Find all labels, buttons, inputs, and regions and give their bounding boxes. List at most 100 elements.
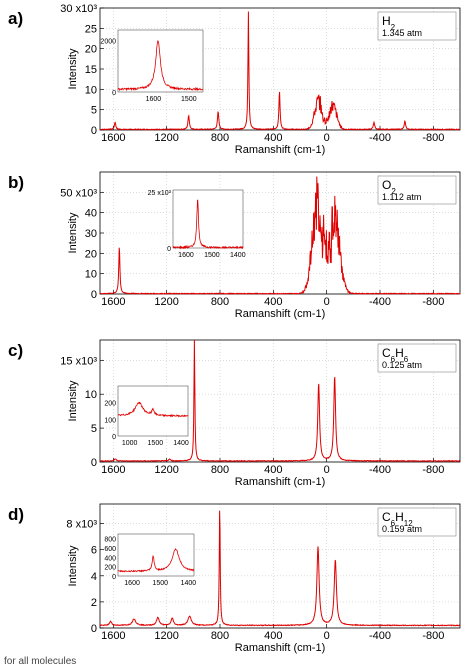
inset-plot: 1600 1500 0 2000 bbox=[100, 29, 204, 103]
inset-x-tick-label: 1400 bbox=[181, 580, 197, 587]
x-tick-label: 800 bbox=[211, 132, 229, 144]
inset-x-tick-label: 1500 bbox=[148, 440, 164, 447]
x-tick-label: 1200 bbox=[154, 296, 178, 308]
species-label-box bbox=[377, 507, 457, 537]
spectrum-line bbox=[99, 11, 461, 131]
inset-y-tick-label: 0 bbox=[112, 574, 116, 581]
x-tick-label: -800 bbox=[422, 296, 444, 308]
inset-spectrum-line bbox=[117, 548, 195, 573]
x-tick-label: -800 bbox=[422, 630, 444, 642]
y-tick-label: 5 bbox=[91, 105, 97, 117]
inset-x-tick-label: 1500 bbox=[152, 580, 168, 587]
y-tick-label: 30 x10³ bbox=[60, 3, 97, 15]
y-axis-title: Intensity bbox=[67, 48, 79, 89]
panel-label: d) bbox=[8, 505, 24, 524]
inset-plot: 1600 1500 1400 0 200 400 600 800 bbox=[104, 533, 197, 587]
y-tick-label: 10 bbox=[85, 84, 97, 96]
inset-spectrum-line bbox=[117, 401, 189, 418]
inset-spectrum-line bbox=[117, 40, 204, 92]
x-tick-label: -800 bbox=[422, 132, 444, 144]
inset-x-tick-label: 1500 bbox=[204, 252, 220, 259]
x-axis-title: Ramanshift (cm-1) bbox=[235, 144, 325, 156]
x-tick-label: 1600 bbox=[101, 132, 125, 144]
inset-y-tick-label: 800 bbox=[104, 537, 116, 544]
x-tick-label: 400 bbox=[264, 464, 282, 476]
inset-spectrum-line bbox=[172, 199, 244, 250]
x-axis-title: Ramanshift (cm-1) bbox=[235, 308, 325, 320]
spectrum-line bbox=[99, 339, 461, 463]
chart-panel-1: a) 1600 1200 800 400 0 -400 -800 0 5 10 15 20 25 30 x1… bbox=[8, 3, 461, 156]
y-axis-title: Intensity bbox=[67, 380, 79, 421]
pressure-value: 0.125 atm bbox=[382, 360, 422, 370]
x-tick-label: 1600 bbox=[101, 296, 125, 308]
y-tick-label: 50 x10³ bbox=[60, 187, 97, 199]
x-tick-label: -400 bbox=[369, 630, 391, 642]
y-axis-title: Intensity bbox=[67, 545, 79, 586]
species-name: C6H6 bbox=[382, 346, 409, 364]
inset-y-tick-label: 100 bbox=[104, 417, 116, 424]
x-tick-label: 400 bbox=[264, 630, 282, 642]
species-label-box bbox=[377, 175, 457, 205]
x-tick-label: 1200 bbox=[154, 464, 178, 476]
y-tick-label: 0 bbox=[91, 125, 97, 137]
pressure-value: 0.159 atm bbox=[382, 524, 422, 534]
species-label-box bbox=[377, 343, 457, 373]
y-tick-label: 10 bbox=[85, 389, 97, 401]
x-tick-label: -400 bbox=[369, 132, 391, 144]
spectrum-line bbox=[99, 510, 460, 627]
species-label-box bbox=[377, 11, 457, 41]
inset-y-tick-label: 200 bbox=[104, 565, 116, 572]
y-tick-label: 20 bbox=[85, 248, 97, 260]
x-axis-title: Ramanshift (cm-1) bbox=[235, 476, 325, 488]
y-tick-label: 25 bbox=[85, 23, 97, 35]
x-tick-label: -800 bbox=[422, 464, 444, 476]
species-name: C6H12 bbox=[382, 510, 413, 528]
y-tick-label: 15 bbox=[85, 64, 97, 76]
chart-panel-4: d) 1600 1200 800 400 0 -400 -800 0 2 4 6 8 x10³ Raman… bbox=[8, 503, 461, 654]
chart-panel-2: b) 1600 1200 800 400 0 -400 -800 0 10 20 30 40 50 x10… bbox=[8, 171, 461, 320]
inset-y-tick-label: 25 x10³ bbox=[148, 190, 172, 197]
y-tick-label: 40 bbox=[85, 208, 97, 220]
x-tick-label: 1600 bbox=[101, 630, 125, 642]
inset-y-tick-label: 0 bbox=[112, 434, 116, 441]
x-tick-label: 800 bbox=[211, 296, 229, 308]
y-tick-label: 30 bbox=[85, 228, 97, 240]
inset-y-tick-label: 2000 bbox=[100, 38, 116, 45]
y-axis-title: Intensity bbox=[67, 212, 79, 253]
y-tick-label: 0 bbox=[91, 289, 97, 301]
y-tick-label: 6 bbox=[91, 545, 97, 557]
x-tick-label: 800 bbox=[211, 464, 229, 476]
x-axis-title: Ramanshift (cm-1) bbox=[235, 642, 325, 654]
y-tick-label: 15 x10³ bbox=[60, 355, 97, 367]
inset-x-tick-label: 1600 bbox=[124, 580, 140, 587]
y-tick-label: 5 bbox=[91, 423, 97, 435]
inset-y-tick-label: 200 bbox=[104, 401, 116, 408]
inset-x-tick-label: 1600 bbox=[146, 96, 162, 103]
x-tick-label: 1600 bbox=[101, 464, 125, 476]
chart-panel-3: c) 1600 1200 800 400 0 -400 -800 0 5 10 15 x10³ Rama… bbox=[8, 339, 461, 488]
x-tick-label: 1200 bbox=[154, 132, 178, 144]
y-tick-label: 0 bbox=[91, 457, 97, 469]
y-tick-label: 0 bbox=[91, 623, 97, 635]
inset-y-tick-label: 0 bbox=[167, 246, 171, 253]
x-tick-label: 400 bbox=[264, 296, 282, 308]
x-tick-label: 0 bbox=[324, 132, 330, 144]
inset-frame bbox=[117, 533, 195, 577]
plot-frame bbox=[99, 503, 461, 629]
species-name: H2 bbox=[382, 14, 396, 32]
x-tick-label: 0 bbox=[324, 630, 330, 642]
inset-x-tick-label: 1400 bbox=[173, 440, 189, 447]
inset-x-tick-label: 1400 bbox=[230, 252, 246, 259]
pressure-value: 1.345 atm bbox=[382, 28, 422, 38]
y-tick-label: 2 bbox=[91, 597, 97, 609]
x-tick-label: 1200 bbox=[154, 630, 178, 642]
x-tick-label: -400 bbox=[369, 464, 391, 476]
x-tick-label: 400 bbox=[264, 132, 282, 144]
x-tick-label: 800 bbox=[211, 630, 229, 642]
plot-frame bbox=[99, 339, 461, 463]
inset-frame bbox=[172, 189, 244, 249]
caption-fragment: for all molecules bbox=[4, 656, 76, 667]
y-tick-label: 10 bbox=[85, 269, 97, 281]
spectrum-line bbox=[99, 176, 461, 296]
